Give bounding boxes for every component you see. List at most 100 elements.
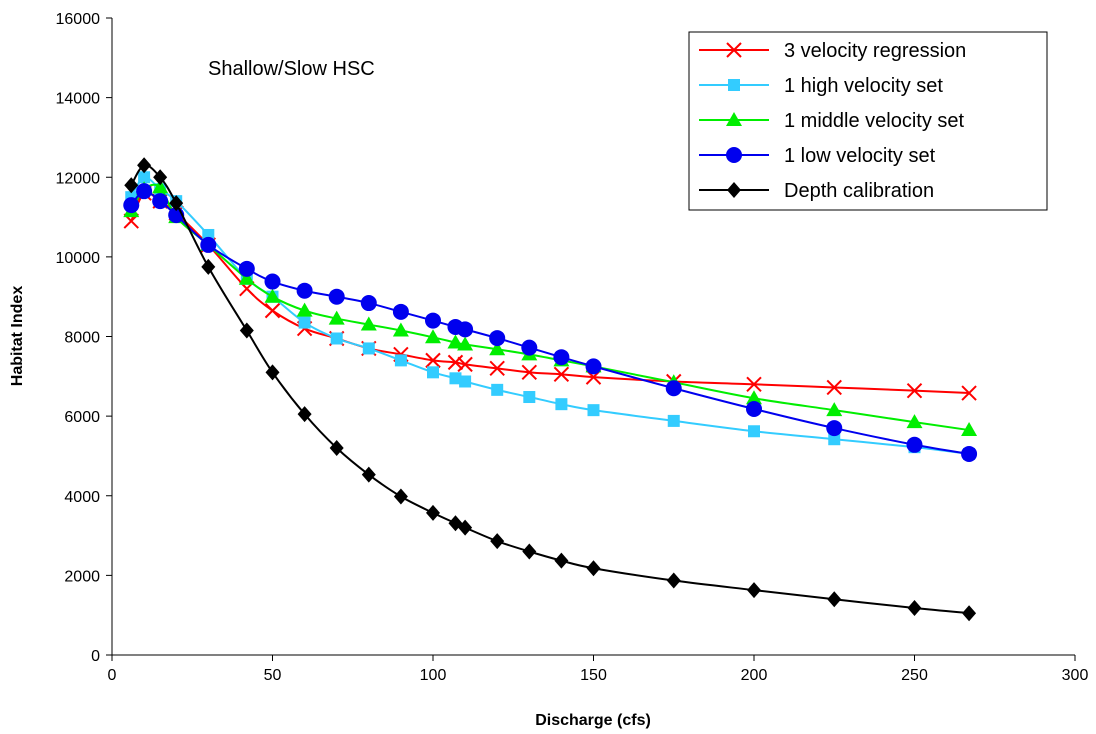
y-tick-label: 8000 [64, 330, 100, 347]
tick-labels: 0 50 100 150 200 250 300 0 2000 4000 6000 8000 10000… [56, 11, 1089, 684]
y-tick-label: 14000 [56, 91, 101, 108]
data-point [961, 385, 977, 401]
x-tick-label: 300 [1062, 667, 1089, 684]
data-point [330, 332, 343, 345]
data-point [152, 193, 169, 210]
legend-marker [727, 182, 741, 198]
data-point [201, 258, 216, 275]
data-point [746, 400, 762, 417]
series-3 [123, 183, 978, 462]
data-point [553, 366, 570, 383]
data-point [458, 519, 473, 536]
data-point [425, 312, 441, 329]
data-point [906, 436, 923, 453]
data-point [360, 316, 377, 331]
data-point [298, 316, 311, 329]
data-point [490, 533, 505, 550]
data-point [585, 358, 602, 375]
x-tick-label: 100 [420, 667, 447, 684]
data-point [137, 157, 152, 174]
data-point [392, 303, 409, 320]
data-point [238, 260, 255, 277]
legend-marker [726, 42, 742, 58]
marker-stroke [826, 379, 842, 396]
data-point [554, 552, 569, 569]
data-point [962, 605, 977, 622]
data-point [907, 600, 922, 617]
x-tick-label: 0 [108, 667, 117, 684]
data-point [826, 379, 842, 396]
y-tick-label: 16000 [56, 11, 101, 28]
data-point [667, 414, 680, 427]
series-group [123, 157, 978, 622]
data-point [152, 179, 169, 194]
data-point [362, 342, 375, 355]
data-point [587, 404, 600, 417]
marker-stroke [425, 352, 441, 369]
data-point [169, 195, 184, 212]
data-point [521, 364, 538, 381]
data-point [329, 439, 344, 456]
data-point [459, 375, 472, 388]
data-point [747, 582, 761, 599]
data-point [297, 406, 312, 423]
marker-stroke [726, 42, 742, 58]
data-point [961, 445, 978, 462]
data-point [153, 169, 168, 186]
legend: 3 velocity regression 1 high velocity set… [688, 31, 1048, 211]
series-2 [123, 179, 978, 437]
data-point [361, 466, 376, 483]
data-point [427, 366, 439, 379]
marker-stroke [521, 364, 538, 381]
data-point [961, 422, 978, 437]
legend-label: Depth calibration [784, 180, 934, 202]
data-point [826, 420, 843, 437]
data-point [523, 391, 536, 404]
legend-entry: 1 low velocity set [699, 145, 936, 167]
data-point [586, 560, 601, 577]
marker-stroke [906, 382, 923, 399]
data-point [425, 329, 441, 344]
marker-stroke [447, 354, 464, 371]
y-axis-label: Habitat Index [9, 286, 26, 387]
axes [106, 17, 1076, 661]
marker-stroke [553, 366, 570, 383]
series-1 [125, 171, 976, 460]
data-point [666, 572, 681, 589]
data-point [748, 425, 760, 438]
data-point [328, 288, 345, 305]
data-point [447, 354, 464, 371]
series-line [130, 183, 970, 432]
data-point [426, 504, 440, 521]
chart-annotation: Shallow/Slow HSC [208, 58, 375, 80]
series-4 [124, 157, 977, 622]
data-point [555, 398, 568, 411]
data-point [489, 330, 506, 347]
legend-entry: 1 middle velocity set [699, 110, 965, 132]
data-point [124, 177, 139, 194]
data-point [136, 183, 153, 200]
legend-entry: Depth calibration [699, 180, 934, 202]
data-point [449, 372, 462, 385]
data-point [447, 334, 464, 349]
data-point [746, 376, 762, 392]
marker-stroke [489, 360, 505, 377]
data-point [393, 488, 408, 505]
series-line [130, 190, 970, 455]
y-tick-label: 10000 [56, 250, 101, 267]
legend-label: 1 high velocity set [784, 75, 943, 97]
data-point [238, 270, 255, 285]
data-point [264, 302, 281, 319]
y-tick-label: 12000 [56, 170, 101, 187]
data-point [906, 382, 923, 399]
legend-entry: 1 high velocity set [699, 75, 943, 97]
legend-entry: 3 velocity regression [699, 40, 966, 62]
y-tick-label: 0 [91, 648, 100, 665]
data-point [138, 171, 151, 184]
data-point [239, 322, 254, 339]
series-0 [123, 185, 977, 401]
legend-label: 1 middle velocity set [784, 110, 965, 132]
data-point [906, 414, 923, 429]
data-point [425, 352, 441, 369]
